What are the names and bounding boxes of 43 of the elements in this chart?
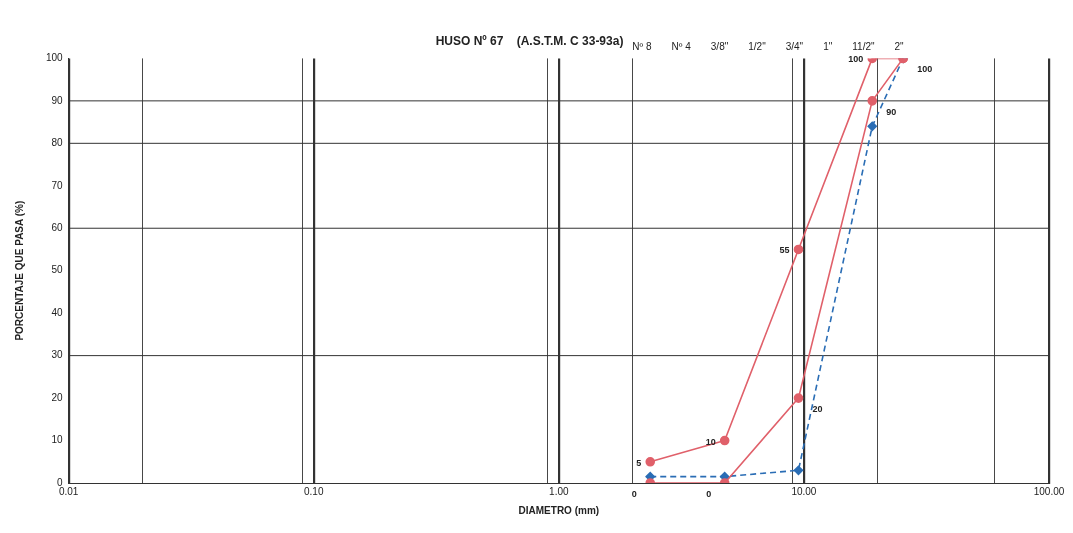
y-tick-label: 30	[51, 349, 64, 361]
y-tick-label: 20	[51, 391, 64, 403]
data-label: 55	[779, 245, 790, 256]
y-tick-label: 50	[51, 264, 64, 276]
data-label: 0	[706, 489, 712, 499]
point	[719, 435, 730, 446]
y-axis-title: PORCENTAJE QUE PASA (%)	[13, 200, 25, 341]
y-tick-label: 40	[51, 306, 64, 318]
chart-title: HUSO Nº 67 (A.S.T.M. C 33-93a)	[435, 33, 624, 48]
text: 11/2"	[852, 41, 875, 53]
data-label: 100	[917, 64, 933, 75]
y-tick-label: 0	[57, 476, 64, 488]
data-label: 5	[636, 457, 642, 468]
point	[867, 121, 878, 132]
y-tick-label: 70	[51, 179, 64, 191]
text: Nº 4	[671, 41, 692, 53]
x-tick-label: 1.00	[549, 485, 570, 497]
text: 3/4"	[785, 41, 804, 53]
y-tick-label: 80	[51, 137, 64, 149]
x-axis-title: DIAMETRO (mm)	[518, 504, 600, 516]
y-tick-label: 100	[46, 52, 64, 64]
text: 1"	[823, 41, 833, 53]
point	[645, 456, 656, 467]
text: 2"	[894, 41, 905, 53]
data-label: 0	[631, 489, 637, 499]
y-tick-label: 60	[51, 221, 64, 233]
point	[867, 96, 878, 106]
point	[793, 393, 804, 403]
text: Nº 8	[632, 41, 653, 53]
x-tick-label: 0.10	[304, 485, 324, 497]
point	[793, 244, 804, 255]
x-tick-label: 10.00	[791, 485, 817, 497]
data-label: 90	[886, 106, 897, 117]
data-label: 100	[848, 54, 864, 65]
y-tick-label: 10	[51, 434, 64, 446]
text: 1/2"	[748, 41, 767, 53]
x-tick-label: 100.00	[1033, 485, 1065, 497]
y-tick-label: 90	[51, 94, 64, 106]
data-label: 10	[705, 436, 716, 447]
point	[793, 465, 804, 476]
text: 3/8"	[710, 41, 729, 53]
data-label: 20	[812, 404, 823, 415]
x-tick-label: 0.01	[58, 485, 79, 497]
